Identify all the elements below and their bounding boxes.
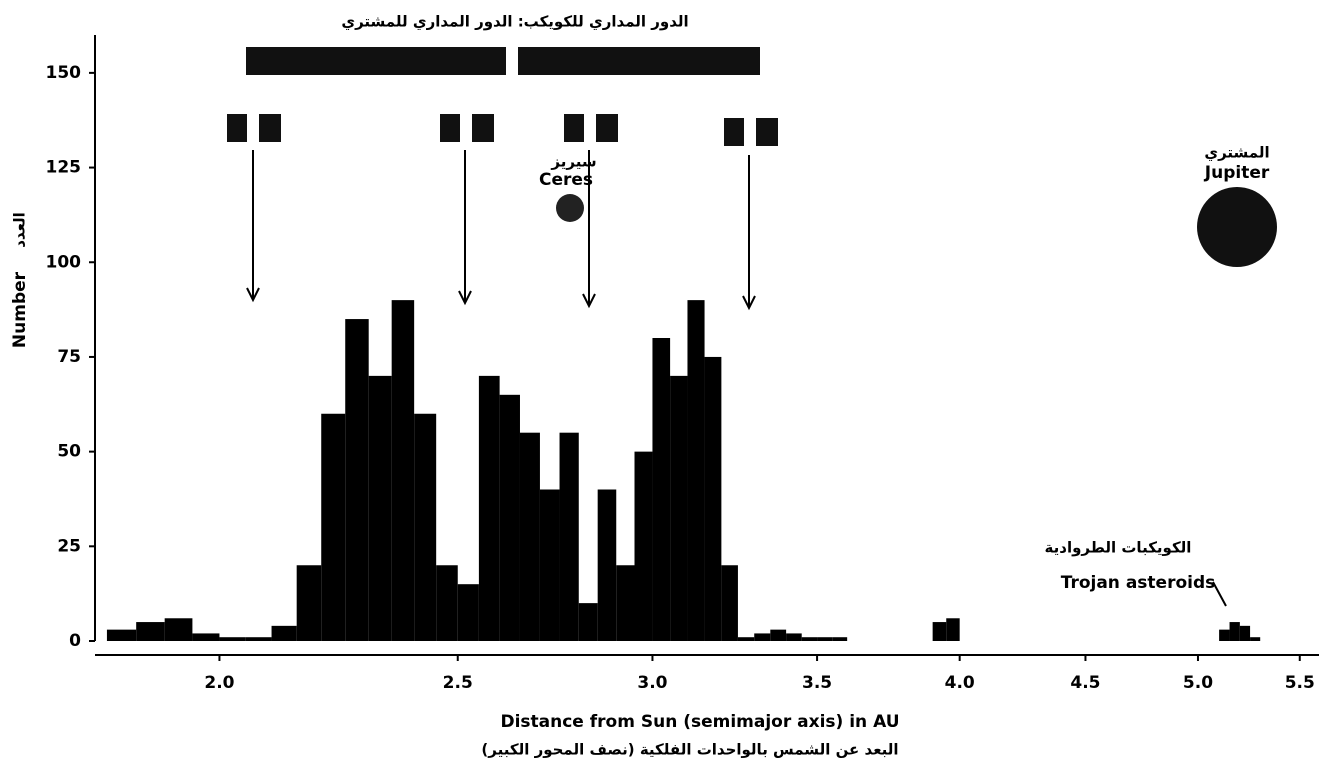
bar <box>1239 625 1251 641</box>
bar <box>1250 637 1261 641</box>
bar <box>368 375 392 641</box>
jupiter-marker <box>1197 187 1277 267</box>
bar <box>436 565 458 641</box>
bar <box>391 300 415 641</box>
x-axis-label: البعد عن الشمس بالواحدات الفلكية (نصف ال… <box>481 741 898 759</box>
bar <box>932 622 947 641</box>
y-tick-label: 100 <box>46 252 82 272</box>
redacted-box <box>246 47 506 75</box>
chart-title: الدور المداري للكويكب: الدور المداري للم… <box>341 13 688 32</box>
bar <box>192 633 220 641</box>
bar <box>414 413 437 641</box>
x-tick-label: 5.5 <box>1285 673 1315 693</box>
bar <box>616 565 635 641</box>
bar <box>670 375 688 641</box>
y-tick-label: 25 <box>57 536 81 556</box>
x-tick-label: 2.5 <box>443 673 473 693</box>
y-axis-label: العدد <box>11 212 29 248</box>
bar <box>345 319 369 641</box>
annotation: Trojan asteroids <box>1061 573 1216 593</box>
bar <box>499 394 520 641</box>
annotation: المشتري <box>1204 144 1269 163</box>
bar <box>597 489 617 641</box>
bar <box>457 584 479 641</box>
bar <box>164 618 193 641</box>
bar <box>578 603 598 641</box>
x-tick-label: 3.0 <box>637 673 667 693</box>
y-tick-label: 125 <box>46 158 82 178</box>
x-tick-label: 4.5 <box>1070 673 1100 693</box>
bar <box>634 451 653 641</box>
bar <box>770 629 787 641</box>
y-tick-label: 0 <box>69 631 81 651</box>
bar <box>704 356 722 641</box>
bar <box>754 633 771 641</box>
x-tick-label: 4.0 <box>945 673 975 693</box>
bar <box>817 637 833 641</box>
x-tick-label: 2.0 <box>204 673 234 693</box>
annotation: سيريز <box>550 153 596 171</box>
x-tick-label: 3.5 <box>802 673 832 693</box>
y-tick-label: 50 <box>57 442 81 462</box>
bar <box>946 618 960 641</box>
bar <box>1219 629 1230 641</box>
annotation: الكويكبات الطروادية <box>1045 539 1192 557</box>
bar <box>801 637 818 641</box>
bar <box>136 622 165 641</box>
bar <box>245 637 272 641</box>
redacted-box <box>518 47 760 75</box>
bar <box>559 432 579 641</box>
bar <box>786 633 802 641</box>
annotation: Jupiter <box>1204 163 1270 183</box>
bar <box>296 565 322 641</box>
bar <box>539 489 560 641</box>
bar <box>106 629 137 641</box>
y-axis-label: Number <box>10 271 30 348</box>
y-tick-label: 150 <box>46 63 82 83</box>
gap-arrows <box>246 150 1227 607</box>
bar <box>1229 622 1240 641</box>
annotation: Ceres <box>539 170 593 190</box>
bar <box>519 432 540 641</box>
bar <box>832 637 848 641</box>
x-tick-label: 5.0 <box>1183 673 1213 693</box>
bar <box>687 300 705 641</box>
bar <box>478 375 500 641</box>
x-axis-label: Distance from Sun (semimajor axis) in AU <box>500 712 899 732</box>
resonance-boxes <box>227 114 778 146</box>
bar <box>321 413 346 641</box>
y-tick-label: 75 <box>57 347 81 367</box>
ceres-marker <box>556 194 584 222</box>
bar <box>721 565 738 641</box>
bar <box>652 338 671 641</box>
bar <box>219 637 246 641</box>
bar <box>271 625 297 641</box>
bar <box>737 637 755 641</box>
